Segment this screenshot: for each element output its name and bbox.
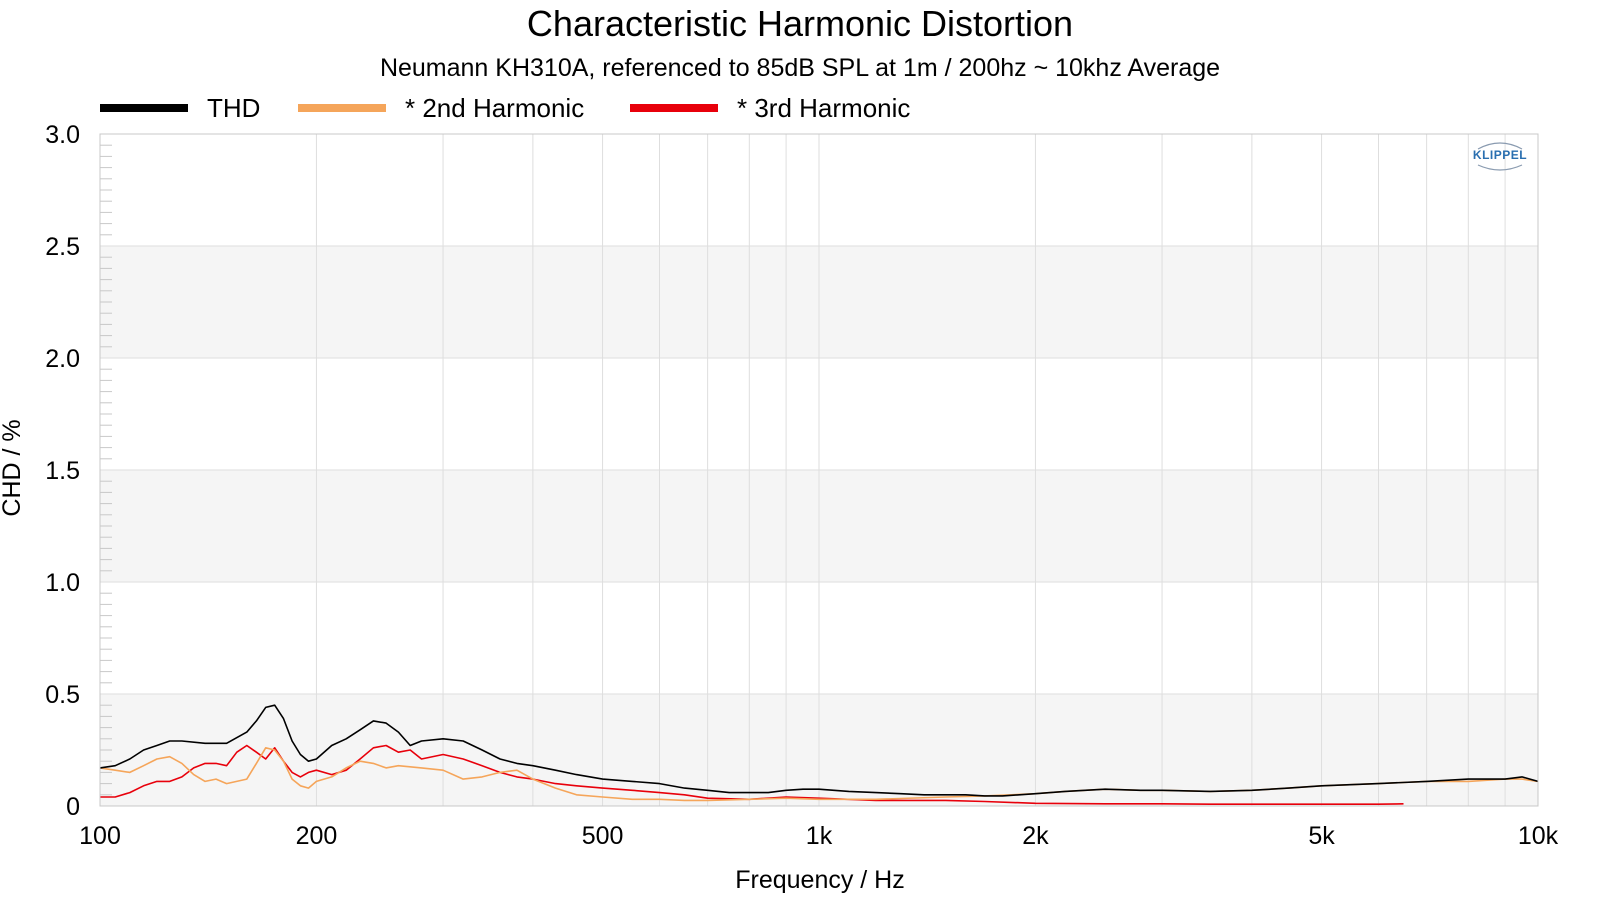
legend: THD * 2nd Harmonic * 3rd Harmonic (100, 93, 910, 123)
x-tick-label: 10k (1518, 822, 1559, 850)
series-line (100, 744, 1404, 805)
chart-subtitle: Neumann KH310A, referenced to 85dB SPL a… (380, 54, 1220, 82)
x-tick-label: 2k (1022, 822, 1049, 850)
x-tick-label: 100 (79, 822, 121, 850)
chart-title: Characteristic Harmonic Distortion (527, 3, 1073, 44)
grid-lines (100, 134, 1538, 806)
x-tick-label: 200 (296, 822, 338, 850)
x-tick-label: 5k (1308, 822, 1335, 850)
plot-frame (99, 133, 1539, 807)
y-tick-label: 0.5 (45, 681, 80, 709)
y-tick-label: 1.5 (45, 457, 80, 485)
y-axis-label: CHD / % (0, 419, 26, 516)
y-tick-label: 3.0 (45, 121, 80, 149)
legend-label: * 2nd Harmonic (405, 93, 584, 123)
y-minor-ticks (100, 144, 112, 796)
y-tick-label: 2.0 (45, 345, 80, 373)
klippel-logo-text: KLIPPEL (1473, 148, 1527, 162)
legend-label: THD (207, 93, 260, 123)
x-tick-label: 1k (806, 822, 833, 850)
y-tick-label: 0 (66, 793, 80, 821)
plot-area (99, 133, 1539, 807)
y-tick-label: 1.0 (45, 569, 80, 597)
x-axis-label: Frequency / Hz (735, 866, 905, 894)
legend-label: * 3rd Harmonic (737, 93, 910, 123)
y-tick-label: 2.5 (45, 233, 80, 261)
series-lines (99, 704, 1539, 805)
x-tick-label: 500 (582, 822, 624, 850)
y-tick-labels: 0 0.5 1.0 1.5 2.0 2.5 3.0 (45, 121, 80, 821)
x-tick-labels: 100 200 500 1k 2k 5k 10k (79, 822, 1559, 850)
klippel-logo: KLIPPEL (1473, 142, 1527, 171)
series-line (99, 704, 1539, 797)
